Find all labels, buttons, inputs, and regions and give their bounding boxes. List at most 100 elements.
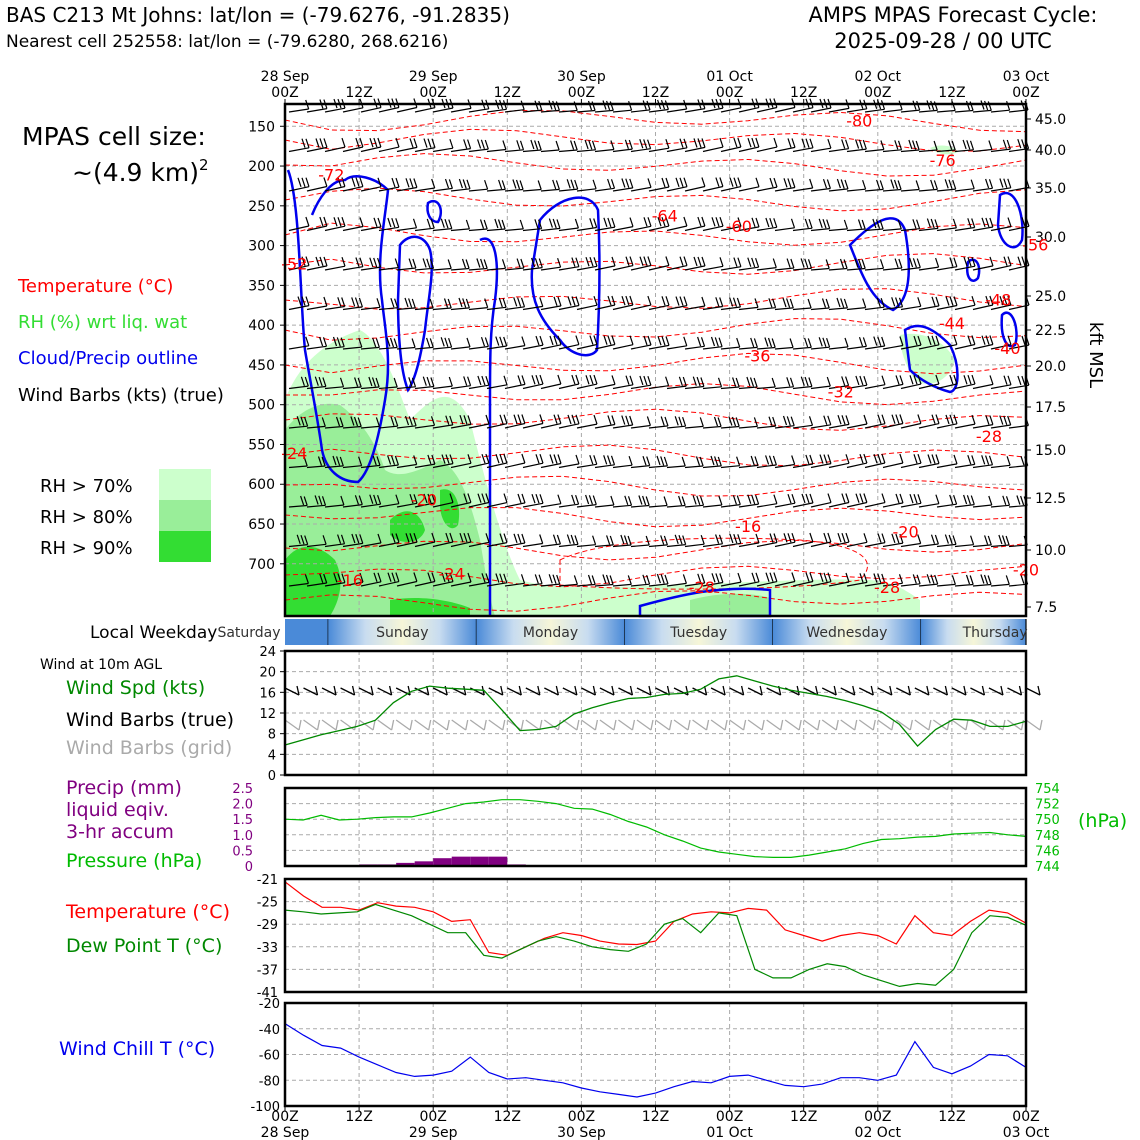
wind-barb-grid xyxy=(766,719,782,731)
wind-barb-shaft xyxy=(720,306,741,311)
wind-barb-feather xyxy=(422,258,427,268)
wind-barb-feather xyxy=(951,140,956,151)
wind-barb-shaft xyxy=(450,385,471,390)
wind-barb-shaft xyxy=(774,386,794,390)
wind-barb-feather xyxy=(647,256,652,266)
wind-barb-feather xyxy=(477,139,482,149)
wind-barb-shaft xyxy=(576,265,598,271)
wind-barb-shaft xyxy=(954,544,974,548)
wind-barb-feather xyxy=(355,177,360,187)
wind-barb-true xyxy=(933,687,948,696)
wind-barb-feather xyxy=(467,454,472,464)
wind-barb-shaft xyxy=(720,346,740,350)
wind-barb-feather xyxy=(751,137,756,148)
wind-barb-feather xyxy=(395,494,400,504)
wind-barb-feather xyxy=(501,219,506,230)
wind-barb-shaft xyxy=(324,346,345,350)
wind-barb-feather xyxy=(1003,375,1008,385)
wind-barb-feather xyxy=(772,298,777,308)
wind-barb-feather xyxy=(1002,139,1007,149)
wind-barb-feather xyxy=(593,455,598,465)
wind-barb-shaft xyxy=(900,422,922,429)
wind-barb-feather xyxy=(607,295,612,306)
rh-shade-region xyxy=(285,546,341,616)
wind-barb-feather xyxy=(513,533,518,543)
wind-barb-feather xyxy=(535,454,540,464)
wind-barb-shaft xyxy=(990,504,1010,508)
wind-barb-feather xyxy=(517,414,522,424)
wind-barb-feather xyxy=(791,455,796,465)
wind-barb-feather xyxy=(773,533,778,543)
wind-barb-shaft xyxy=(378,106,400,113)
wind-barb-feather xyxy=(440,337,445,347)
wind-barb-feather xyxy=(970,179,975,189)
wind-barb-feather xyxy=(314,376,319,386)
wind-barb-feather xyxy=(931,454,936,464)
wind-barb-feather xyxy=(988,179,994,189)
wind-barb-feather xyxy=(571,374,576,385)
wind-barb-feather xyxy=(603,455,608,465)
wind-barb-shaft xyxy=(396,580,418,587)
wind-barb-shaft xyxy=(612,544,632,548)
wind-barb-feather xyxy=(503,414,508,424)
wind-barb-feather xyxy=(827,532,832,543)
wind-barb-feather xyxy=(859,375,864,386)
wind-barb-feather xyxy=(915,140,920,151)
wind-barb-feather xyxy=(339,377,345,387)
wind-barb-feather xyxy=(1021,217,1026,227)
wind-barb-grid xyxy=(284,719,300,731)
wind-barb-feather xyxy=(1003,295,1008,306)
wind-barb-shaft xyxy=(972,424,994,429)
wind-barb-feather xyxy=(495,336,500,346)
cloud-outline xyxy=(1000,311,1018,348)
xsec-right-tick-label: 22.5 xyxy=(1035,323,1066,339)
wind-barb-shaft xyxy=(810,107,832,113)
wind-barb-shaft xyxy=(414,463,436,469)
wind-barb-feather xyxy=(413,494,418,504)
wind-barb-feather xyxy=(629,375,634,385)
wind-barb-shaft xyxy=(576,463,597,469)
wind-barb-feather xyxy=(409,138,414,148)
wind-barb-grid-feather xyxy=(780,719,784,731)
wind-barb-feather xyxy=(985,335,990,345)
wind-barb-feather xyxy=(377,495,382,505)
wind-barb-feather xyxy=(571,494,576,505)
wind-barb-feather xyxy=(696,376,701,387)
wind-barb-grid xyxy=(895,719,911,731)
wind-barb-feather xyxy=(369,494,374,504)
wind-barb-feather xyxy=(719,257,724,267)
wind-barb-feather xyxy=(390,455,396,465)
wind-barb-shaft xyxy=(846,108,867,113)
wind-barb-grid xyxy=(840,719,856,731)
wind-barb-grid-feather xyxy=(965,719,969,731)
wind-barb-feather xyxy=(430,219,435,229)
wind-barb-shaft xyxy=(972,226,994,232)
wind-barb-feather xyxy=(873,454,878,464)
wind-barb-feather xyxy=(930,179,935,190)
wind-barb-feather xyxy=(917,414,922,424)
wind-barb-feather xyxy=(377,137,382,148)
wind-barb-shaft xyxy=(522,188,542,192)
wind-barb-feather xyxy=(477,375,482,386)
wind-barb-feather xyxy=(647,295,652,306)
precip-ytick-label: 0 xyxy=(245,860,253,875)
wind-barb-feather xyxy=(332,336,338,347)
wind-barb-grid xyxy=(469,719,485,731)
wind-barb-feather xyxy=(318,376,323,387)
wind-barb-feather xyxy=(575,257,580,267)
dewpoint-line xyxy=(284,903,1027,988)
wind-barb-feather xyxy=(552,218,557,229)
wind-barb-shaft xyxy=(450,581,472,587)
wind-barb-shaft xyxy=(774,502,796,508)
wind-barb-feather xyxy=(463,139,468,149)
wind-barb-feather xyxy=(675,296,680,306)
wind-barb-feather xyxy=(949,374,954,385)
dewpoint-label: Dew Point T (°C) xyxy=(66,935,222,957)
temperature-contour-label: -40 xyxy=(994,339,1020,358)
wind-barb-shaft xyxy=(648,225,670,232)
wind-barb-feather xyxy=(431,138,436,148)
wind-barb-feather xyxy=(912,258,917,268)
wind-barb-shaft xyxy=(504,228,524,232)
wind-barb-feather xyxy=(967,218,972,228)
wind-barb-feather xyxy=(787,138,792,148)
